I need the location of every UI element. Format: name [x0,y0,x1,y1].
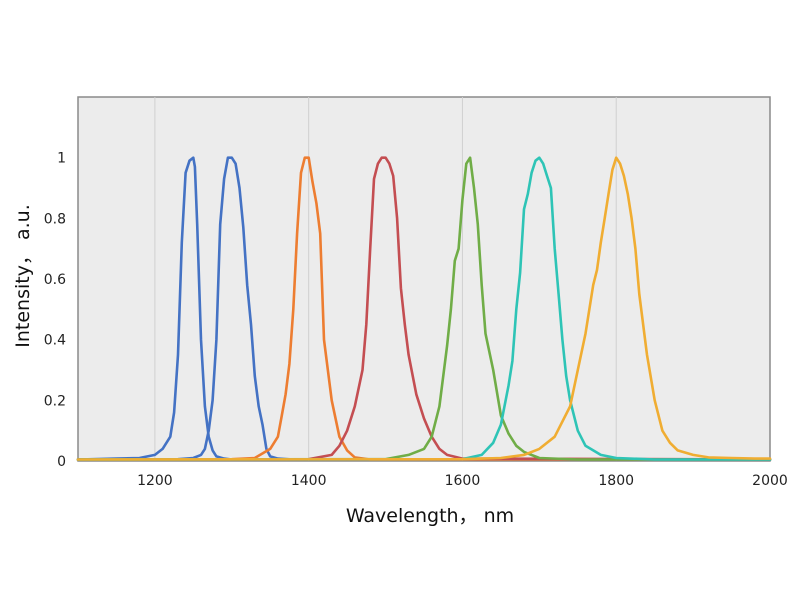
x-tick-label: 1200 [137,473,173,489]
y-tick-label: 0.8 [44,211,66,227]
y-tick-label: 0.4 [44,333,66,349]
y-axis-label: Intensity， a.u. [12,204,34,348]
y-tick-label: 0.6 [44,272,66,288]
series-line-2 [76,156,772,461]
x-tick-labels: 1200 1400 1600 1800 2000 [137,473,788,489]
series-lines [76,156,772,461]
x-tick-label: 2000 [752,473,788,489]
series-line-7 [76,156,772,461]
series-line-5 [76,156,772,461]
x-tick-label: 1600 [445,473,481,489]
y-tick-label: 1 [57,151,66,167]
x-tick-label: 1400 [291,473,327,489]
y-tick-label: 0 [57,454,66,470]
series-line-6 [76,156,772,461]
x-axis-label: Wavelength， nm [346,505,514,527]
series-line-4 [76,156,772,461]
y-tick-labels: 0 0.2 0.4 0.6 0.8 1 [44,151,66,470]
y-tick-label: 0.2 [44,393,66,409]
x-tick-label: 1800 [598,473,634,489]
